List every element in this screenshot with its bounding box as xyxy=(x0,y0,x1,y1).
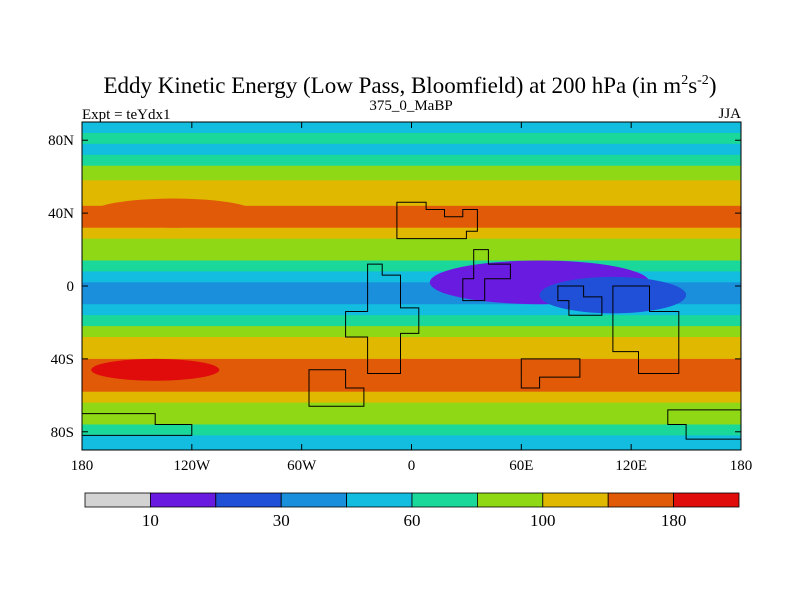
eke-band xyxy=(82,282,741,294)
eke-band xyxy=(82,165,741,181)
eke-band xyxy=(82,271,741,283)
continent-africa xyxy=(345,263,420,374)
land-outlines xyxy=(82,201,741,440)
eke-band xyxy=(82,249,741,262)
eke-band xyxy=(82,347,741,360)
eke-field xyxy=(82,122,741,450)
y-tick-label: 40N xyxy=(48,206,74,222)
colorbar: 10 30 60 100 180 xyxy=(84,492,740,530)
colorbar-box xyxy=(673,492,740,508)
x-tick-label: 180 xyxy=(730,458,753,474)
colorbar-box xyxy=(149,492,217,508)
colorbar-box xyxy=(542,492,609,508)
eke-band xyxy=(82,337,741,349)
colorbar-label: 180 xyxy=(661,511,687,530)
colorbar-box xyxy=(476,492,544,508)
eke-band xyxy=(82,293,741,305)
eke-anomaly xyxy=(91,358,220,381)
colorbar-box xyxy=(607,492,675,508)
colorbar-box xyxy=(346,492,413,508)
colorbar-box xyxy=(84,492,151,508)
eke-band xyxy=(82,369,741,382)
antarctic-peninsula xyxy=(82,413,193,436)
continent-south-america xyxy=(308,369,365,407)
colorbar-label: 10 xyxy=(142,511,159,530)
eke-band xyxy=(82,132,741,145)
y-tick-label: 0 xyxy=(67,279,75,295)
eke-band xyxy=(82,194,741,207)
antarctica-east xyxy=(667,409,741,440)
eke-band xyxy=(82,424,741,437)
x-tick-label: 60E xyxy=(509,458,533,474)
eke-band xyxy=(82,154,741,167)
eke-band xyxy=(82,238,741,251)
continent-australia xyxy=(612,285,680,374)
colorbar-box xyxy=(411,492,478,508)
eke-band xyxy=(82,380,741,393)
eke-band xyxy=(82,227,741,240)
y-tick-label: 80N xyxy=(48,133,74,149)
colorbar-box xyxy=(215,492,282,508)
eke-band xyxy=(82,315,741,327)
x-tick-label: 60W xyxy=(287,458,317,474)
experiment-label: Expt = teYdx1 xyxy=(82,107,170,123)
eke-band xyxy=(82,260,741,273)
chart-title: Eddy Kinetic Energy (Low Pass, Bloomfiel… xyxy=(104,73,717,98)
colorbar-label: 100 xyxy=(530,511,556,530)
eke-band xyxy=(82,358,741,371)
x-tick-label: 180 xyxy=(71,458,94,474)
eke-band xyxy=(82,143,741,156)
continent-north-america-east xyxy=(396,201,478,240)
eke-anomaly xyxy=(91,198,256,228)
continent-asia-south xyxy=(462,249,511,302)
eke-band xyxy=(82,402,741,415)
season-label: JJA xyxy=(718,106,741,122)
y-tick-label: 80S xyxy=(51,425,74,441)
x-axis: 180 120W 60W 0 60E 120E 180 xyxy=(71,122,753,474)
eke-band xyxy=(82,391,741,404)
y-axis: 80N 40N 0 40S 80S xyxy=(48,133,741,441)
colorbar-label: 60 xyxy=(404,511,421,530)
eke-band xyxy=(82,326,741,338)
colorbar-box xyxy=(280,492,348,508)
eke-band xyxy=(82,413,741,426)
eke-band xyxy=(82,435,741,450)
eke-band xyxy=(82,180,741,196)
eke-band xyxy=(82,216,741,229)
x-tick-label: 0 xyxy=(408,458,416,474)
southern-landmass xyxy=(520,358,581,389)
run-label: 375_0_MaBP xyxy=(369,98,452,114)
y-tick-label: 40S xyxy=(51,352,74,368)
x-tick-label: 120W xyxy=(173,458,211,474)
colorbar-label: 30 xyxy=(273,511,290,530)
eke-band xyxy=(82,304,741,316)
x-tick-label: 120E xyxy=(615,458,647,474)
island-chain xyxy=(557,285,603,316)
eke-band xyxy=(82,205,741,218)
